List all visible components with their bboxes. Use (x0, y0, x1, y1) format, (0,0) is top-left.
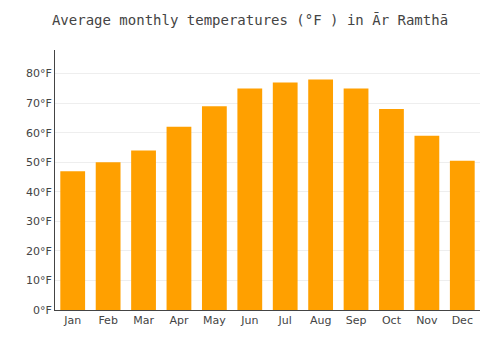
svg-text:Jan: Jan (63, 314, 81, 327)
svg-text:20°F: 20°F (26, 245, 52, 258)
svg-text:30°F: 30°F (26, 215, 52, 228)
svg-text:Jul: Jul (278, 314, 292, 327)
svg-text:Feb: Feb (98, 314, 117, 327)
svg-text:Average monthly temperatures (: Average monthly temperatures (°F ) in Ār… (52, 12, 448, 28)
svg-text:Oct: Oct (382, 314, 402, 327)
svg-text:80°F: 80°F (26, 67, 52, 80)
svg-text:70°F: 70°F (26, 97, 52, 110)
svg-text:Sep: Sep (346, 314, 367, 327)
svg-text:10°F: 10°F (26, 274, 52, 287)
svg-text:Nov: Nov (416, 314, 438, 327)
svg-text:May: May (203, 314, 226, 327)
svg-text:40°F: 40°F (26, 186, 52, 199)
svg-text:60°F: 60°F (26, 127, 52, 140)
svg-text:Mar: Mar (133, 314, 154, 327)
svg-text:50°F: 50°F (26, 156, 52, 169)
svg-text:Apr: Apr (169, 314, 189, 327)
svg-text:Dec: Dec (452, 314, 473, 327)
svg-text:Jun: Jun (240, 314, 258, 327)
svg-text:Aug: Aug (310, 314, 331, 327)
svg-text:0°F: 0°F (33, 304, 52, 317)
